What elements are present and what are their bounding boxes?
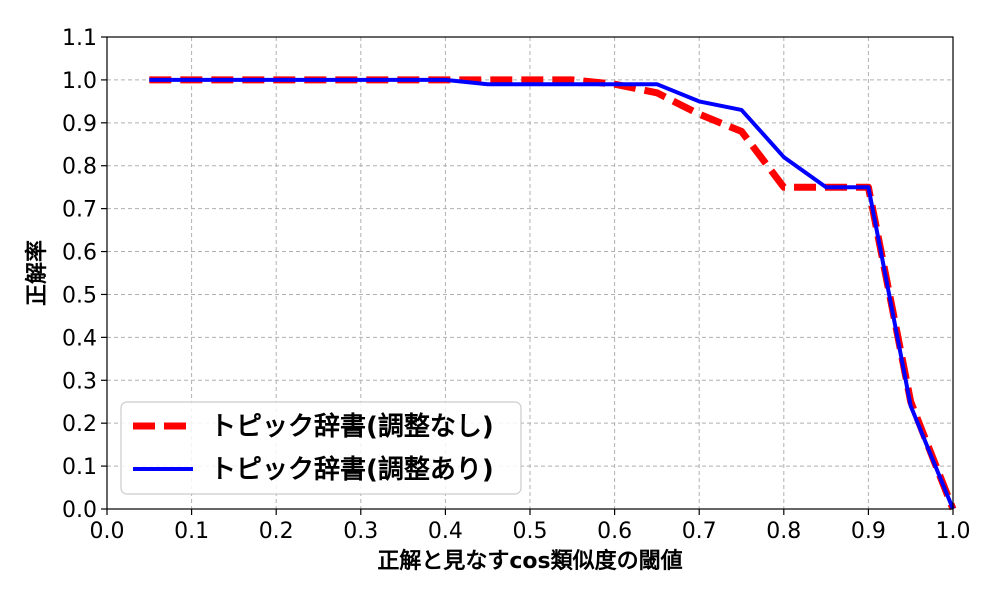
legend-label: トピック辞書(調整あり) (210, 454, 494, 485)
y-tick-label: 0.8 (62, 155, 97, 180)
x-tick-label: 1.0 (936, 519, 971, 544)
y-tick-label: 1.0 (62, 69, 97, 94)
x-tick-label: 0.3 (343, 519, 378, 544)
y-axis-title: 正解率 (24, 240, 50, 306)
x-tick-label: 0.7 (682, 519, 717, 544)
legend-box (120, 401, 522, 495)
y-tick-label: 0.6 (62, 241, 97, 266)
x-tick-label: 0.9 (851, 519, 886, 544)
y-axis-ticks: 0.0 0.1 0.2 0.3 0.4 0.5 0.6 0.7 0.8 0.9 1.0 1.1 (62, 26, 107, 523)
y-tick-label: 0.4 (62, 326, 97, 351)
y-tick-label: 0.7 (62, 198, 97, 223)
legend: トピック辞書(調整なし) トピック辞書(調整あり) (120, 401, 522, 495)
x-tick-label: 0.8 (766, 519, 801, 544)
x-tick-label: 0.2 (259, 519, 294, 544)
y-tick-label: 0.0 (62, 498, 97, 523)
x-axis-title: 正解と見なすcos類似度の閾値 (377, 548, 682, 574)
y-tick-label: 0.9 (62, 112, 97, 137)
grid-lines (106, 36, 954, 510)
x-tick-label: 0.5 (513, 519, 548, 544)
x-tick-label: 0.4 (428, 519, 463, 544)
series-line-2 (149, 77, 955, 510)
y-tick-label: 0.2 (62, 412, 97, 437)
y-tick-label: 0.1 (62, 455, 97, 480)
legend-label: トピック辞書(調整なし) (210, 411, 494, 442)
series-lines (149, 76, 957, 511)
y-tick-label: 1.1 (62, 26, 97, 51)
x-tick-label: 0.1 (174, 519, 209, 544)
x-axis-ticks: 0.0 0.1 0.2 0.3 0.4 0.5 0.6 0.7 0.8 0.9 1.0 (90, 509, 971, 544)
y-tick-label: 0.5 (62, 283, 97, 308)
y-tick-label: 0.3 (62, 369, 97, 394)
x-tick-label: 0.0 (90, 519, 125, 544)
x-tick-label: 0.6 (597, 519, 632, 544)
